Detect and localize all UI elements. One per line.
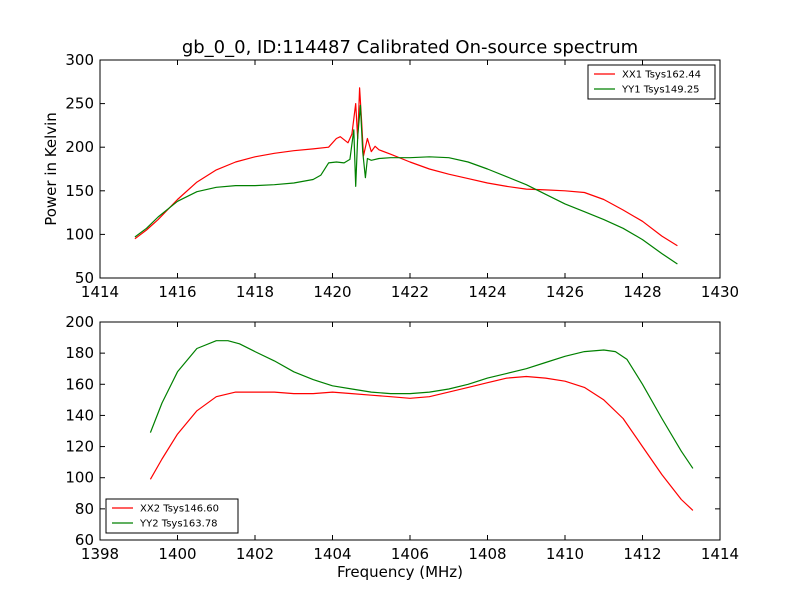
y-tick-label: 200 — [65, 313, 94, 331]
y-tick-label: 120 — [65, 438, 94, 456]
legend-entry: YY2 Tsys163.78 — [139, 519, 218, 530]
legend: XX2 Tsys146.60 YY2 Tsys163.78 — [105, 498, 239, 534]
series-line-yy — [134, 104, 678, 265]
series-line-xx — [134, 87, 678, 247]
top-plot: 1414 1416 1418 1420 1422 1424 1426 1428 1430 50 10… — [42, 51, 739, 301]
y-tick-label: 300 — [65, 51, 94, 69]
legend-box — [587, 64, 716, 100]
y-tick-label: 100 — [65, 225, 94, 243]
x-tick-label: 1414 — [81, 283, 119, 301]
x-tick-label: 1408 — [468, 545, 506, 563]
legend: XX1 Tsys162.44 YY1 Tsys149.25 — [587, 64, 716, 100]
x-tick-label: 1414 — [701, 545, 739, 563]
y-tick-label: 180 — [65, 344, 94, 362]
x-tick-label: 1420 — [313, 283, 351, 301]
series-line-yy — [149, 340, 694, 469]
legend-entry: XX1 Tsys162.44 — [622, 70, 701, 81]
y-tick-label: 160 — [65, 375, 94, 393]
x-tick-label: 1426 — [546, 283, 584, 301]
x-tick-label: 1422 — [391, 283, 429, 301]
x-tick-label: 1418 — [236, 283, 274, 301]
legend-entry: XX2 Tsys146.60 — [140, 504, 219, 515]
x-tick-label: 1424 — [468, 283, 506, 301]
y-tick-label: 150 — [65, 182, 94, 200]
y-tick-label: 200 — [65, 138, 94, 156]
y-tick-label: 60 — [75, 531, 94, 549]
chart-title: gb_0_0, ID:114487 Calibrated On-source s… — [182, 37, 638, 58]
y-tick-label: 80 — [75, 500, 94, 518]
y-tick-label: 100 — [65, 469, 94, 487]
x-tick-label: 1402 — [236, 545, 274, 563]
legend-box — [105, 498, 239, 534]
x-tick-label: 1406 — [391, 545, 429, 563]
x-tick-label: 1430 — [701, 283, 739, 301]
legend-entry: YY1 Tsys149.25 — [621, 85, 700, 96]
y-tick-label: 50 — [75, 269, 94, 287]
bottom-plot: 1398 1400 1402 1404 1406 1408 1410 1412 1414 60 80… — [65, 313, 739, 581]
x-tick-label: 1400 — [158, 545, 196, 563]
x-tick-label: 1398 — [81, 545, 119, 563]
x-tick-label: 1416 — [158, 283, 196, 301]
series-line-xx — [149, 375, 694, 511]
y-tick-label: 140 — [65, 406, 94, 424]
x-tick-label: 1410 — [546, 545, 584, 563]
x-axis-label: Frequency (MHz) — [337, 563, 463, 581]
x-tick-label: 1428 — [623, 283, 661, 301]
x-tick-label: 1404 — [313, 545, 351, 563]
y-tick-label: 250 — [65, 95, 94, 113]
x-tick-label: 1412 — [623, 545, 661, 563]
y-axis-label: Power in Kelvin — [42, 112, 60, 226]
